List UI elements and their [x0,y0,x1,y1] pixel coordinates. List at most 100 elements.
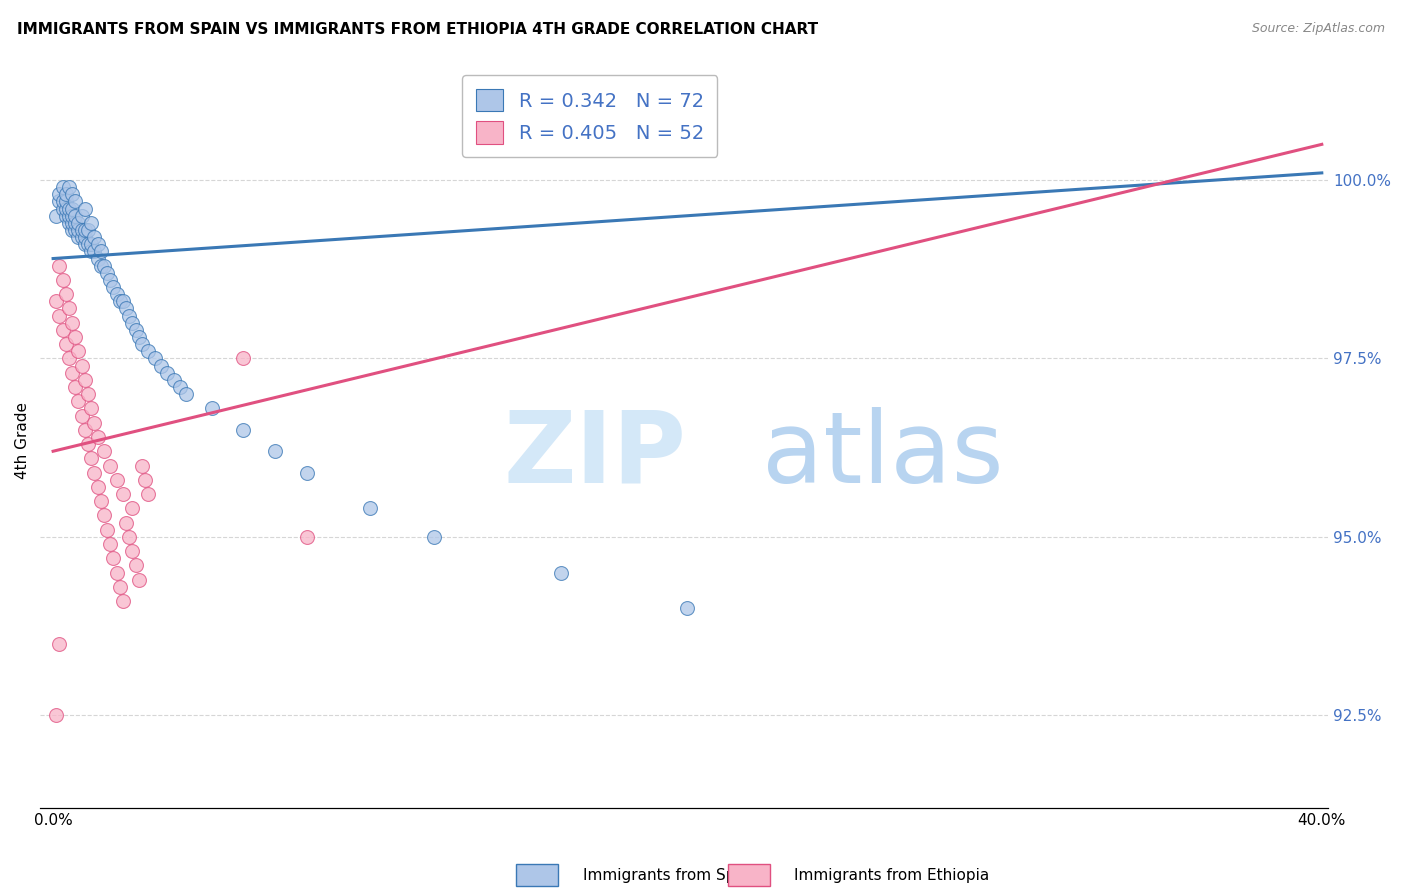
Point [111,594,134,608]
Point [80,451,103,466]
Point [55,187,77,202]
Point [121,544,143,558]
Point [83,416,105,430]
Point [136,487,159,501]
Point [86,430,108,444]
Point [143,351,166,366]
Point [550,566,572,580]
Point [77,223,100,237]
Point [136,344,159,359]
Point [77,237,100,252]
Point [108,294,131,309]
Text: Immigrants from Ethiopia: Immigrants from Ethiopia [794,869,990,883]
Point [73,223,96,237]
Point [65,380,87,394]
Point [70,409,93,423]
Point [105,287,128,301]
Point [115,516,138,530]
Point [86,480,108,494]
Point [103,280,125,294]
Point [118,309,141,323]
Point [55,287,77,301]
Point [80,237,103,252]
Point [70,359,93,373]
Point [93,259,115,273]
Legend: R = 0.342   N = 72, R = 0.405   N = 52: R = 0.342 N = 72, R = 0.405 N = 52 [463,75,717,157]
Point [52,323,75,337]
Point [90,244,112,259]
Point [83,244,105,259]
Point [118,530,141,544]
Text: Immigrants from Spain: Immigrants from Spain [583,869,759,883]
Point [60,202,83,216]
Y-axis label: 4th Grade: 4th Grade [15,402,30,479]
Point [55,202,77,216]
Point [60,187,83,202]
Point [201,401,224,416]
Point [73,423,96,437]
Point [676,601,699,615]
Point [422,530,444,544]
Point [48,187,70,202]
Point [52,273,75,287]
Point [90,494,112,508]
Point [45,294,67,309]
Point [52,194,75,209]
Point [105,566,128,580]
Point [115,301,138,316]
Point [52,180,75,194]
Point [98,458,121,473]
Point [73,237,96,252]
Point [128,330,150,344]
Point [176,387,198,401]
Point [108,580,131,594]
Point [96,266,118,280]
Point [93,508,115,523]
Point [67,216,90,230]
Point [295,530,318,544]
Point [67,394,90,409]
Point [103,551,125,566]
Text: atlas: atlas [762,407,1002,504]
Point [73,373,96,387]
Point [232,351,254,366]
Point [86,252,108,266]
Point [264,444,287,458]
Point [90,259,112,273]
Point [134,473,156,487]
Point [58,180,80,194]
Point [58,351,80,366]
Point [58,209,80,223]
Point [73,230,96,244]
Point [121,316,143,330]
Text: Source: ZipAtlas.com: Source: ZipAtlas.com [1251,22,1385,36]
Point [60,209,83,223]
Point [128,573,150,587]
Point [96,523,118,537]
Point [111,487,134,501]
Point [45,708,67,723]
Point [98,273,121,287]
Point [169,380,191,394]
Point [65,194,87,209]
Point [58,216,80,230]
Point [121,501,143,516]
Point [131,337,153,351]
Point [124,323,146,337]
Point [48,194,70,209]
Point [162,373,184,387]
Point [98,537,121,551]
Point [70,223,93,237]
Point [111,294,134,309]
Point [80,216,103,230]
Point [83,466,105,480]
Point [77,387,100,401]
Point [65,223,87,237]
Point [83,230,105,244]
Point [58,301,80,316]
Point [77,437,100,451]
Point [55,337,77,351]
Point [73,202,96,216]
Point [48,259,70,273]
Point [60,366,83,380]
